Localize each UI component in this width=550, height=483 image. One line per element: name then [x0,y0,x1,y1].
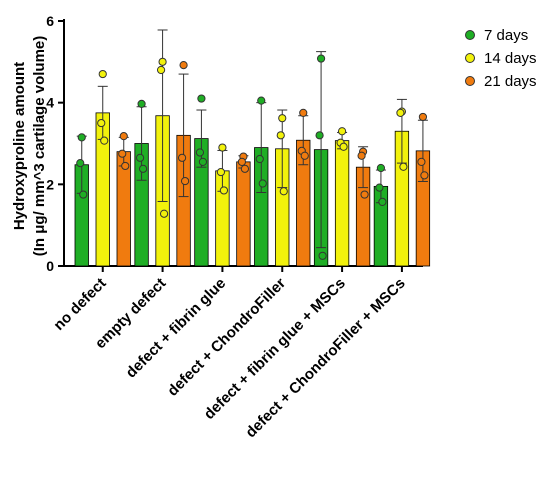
y-tick-label: 4 [46,95,54,111]
data-point [258,179,267,188]
data-point [278,114,287,123]
legend: 7 days 14 days 21 days [465,27,537,90]
data-point [276,131,285,140]
data-point [360,190,369,199]
data-point [158,57,167,66]
data-point [396,108,405,117]
y-tick-label: 6 [46,13,54,29]
data-point [240,164,250,173]
data-point [97,118,106,128]
category-label: defect + ChondroFiller [164,275,289,400]
data-point [156,65,166,75]
data-point [357,151,366,160]
data-point [219,186,229,195]
data-point [300,151,309,160]
data-point [137,99,146,108]
data-point [197,94,206,103]
legend-marker [465,53,475,63]
data-point [77,133,86,142]
data-point [98,69,107,79]
y-axis-title-line-1: Hydroxyproline amount [11,62,28,230]
category-label: defect + fibrin glue [123,275,230,382]
data-point [195,148,205,157]
data-point [375,183,384,192]
legend-marker [465,30,475,40]
data-point [318,251,327,260]
category-label: no defect [50,275,109,334]
y-tick-label: 2 [46,176,54,192]
data-point [218,143,227,152]
legend-label: 7 days [484,27,528,44]
data-point [420,171,429,180]
data-point [216,167,226,177]
data-point [121,161,130,171]
data-point [299,108,308,117]
data-point [179,61,188,70]
data-point [76,159,85,168]
data-point [177,153,187,162]
y-axis-title: Hydroxyproline amount (In μg/ mm^3 carti… [11,36,48,257]
data-point [399,162,408,171]
data-point [316,54,326,63]
legend-label: 14 days [484,50,537,67]
y-axis-title-line-2: (In μg/ mm^3 cartilage volume) [31,36,48,257]
data-point [339,142,348,151]
bar [334,140,350,267]
data-point [337,127,347,136]
data-point [376,163,386,173]
legend-marker [465,76,475,86]
data-point [180,176,190,186]
data-point [378,197,387,206]
legend-label: 21 days [484,73,537,90]
bar [236,161,251,267]
data-point [198,157,208,166]
data-point [118,149,127,158]
data-point [315,131,324,140]
data-point [100,136,109,145]
data-point [135,153,145,162]
y-tick-label: 0 [46,258,54,274]
data-point [159,209,169,218]
data-point [119,132,128,141]
data-point [79,190,88,199]
data-point [417,157,426,166]
data-point [255,154,264,164]
data-point [138,164,148,173]
data-point [279,187,288,196]
data-point [257,96,266,105]
data-point [418,112,428,122]
data-point [237,157,247,166]
